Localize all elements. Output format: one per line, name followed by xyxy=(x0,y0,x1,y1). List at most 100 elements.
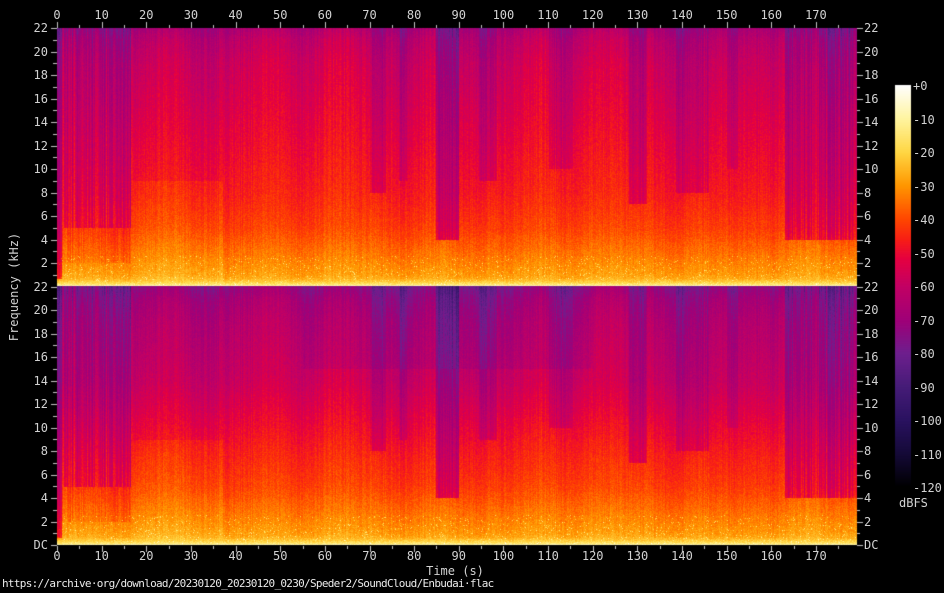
colorbar-tick-label: -40 xyxy=(913,213,935,227)
time-tick-label-top: 140 xyxy=(671,8,693,22)
time-tick-label-bottom: 120 xyxy=(581,549,604,563)
freq-tick-label-left: 16 xyxy=(33,350,48,364)
freq-tick-label-right: 16 xyxy=(864,91,879,106)
freq-tick-label-right: 4 xyxy=(864,491,872,505)
freq-tick-label-left: 4 xyxy=(40,491,48,505)
freq-tick-label-left: 14 xyxy=(33,115,48,129)
freq-tick-label-right: 16 xyxy=(864,350,879,364)
time-tick-label-top: 40 xyxy=(228,8,243,22)
time-tick-label-top: 150 xyxy=(715,8,738,22)
freq-tick-label-left: 16 xyxy=(33,91,48,106)
time-tick-label-top: 60 xyxy=(317,8,333,22)
time-tick-label-top: 80 xyxy=(406,8,422,22)
colorbar-tick-label: -70 xyxy=(913,313,935,328)
freq-tick-label-right: 12 xyxy=(864,397,879,411)
freq-tick-label-left: 10 xyxy=(33,420,48,435)
colorbar-tick-label: -50 xyxy=(913,246,935,261)
freq-tick-label-right: 18 xyxy=(864,68,879,82)
time-tick-label-bottom: 20 xyxy=(139,549,154,563)
freq-tick-label-right: 22 xyxy=(864,21,879,35)
time-tick-label-bottom: 140 xyxy=(671,549,693,563)
freq-tick-label-right: 8 xyxy=(864,444,872,458)
freq-tick-label-left: 8 xyxy=(40,185,48,200)
freq-tick-label-right: 6 xyxy=(864,467,872,482)
time-tick-label-top: 160 xyxy=(760,8,783,22)
footer-url: https://archive·org/download/20230120_20… xyxy=(2,577,494,590)
time-tick-label-bottom: 130 xyxy=(626,549,649,563)
freq-tick-label-right: 14 xyxy=(864,373,879,388)
freq-tick-label-left: 22 xyxy=(33,279,48,294)
time-tick-label-bottom: 80 xyxy=(406,549,422,563)
freq-tick-label-left: 10 xyxy=(33,162,48,176)
colorbar-tick-label: -20 xyxy=(913,146,935,160)
colorbar-tick-label: -80 xyxy=(913,347,935,361)
time-tick-label-bottom: 100 xyxy=(492,549,515,563)
time-tick-label-bottom: 50 xyxy=(272,549,288,563)
colorbar-tick-label: -100 xyxy=(913,414,942,428)
freq-tick-label-left: 8 xyxy=(40,444,48,458)
freq-tick-label-right: 8 xyxy=(864,185,872,200)
freq-tick-label-right: 2 xyxy=(864,514,872,529)
freq-tick-label-right: 10 xyxy=(864,420,879,435)
freq-tick-label-right: 10 xyxy=(864,162,879,176)
freq-tick-label-left: 20 xyxy=(33,303,48,317)
freq-tick-label-left: 20 xyxy=(33,44,48,59)
y-axis-title: Frequency (kHz) xyxy=(7,232,21,342)
freq-dc-label-left: DC xyxy=(33,538,48,552)
time-tick-label-top: 30 xyxy=(183,8,199,22)
freq-tick-label-right: 18 xyxy=(864,326,879,341)
x-axis-title: Time (s) xyxy=(426,564,484,578)
colorbar-tick-label: -110 xyxy=(913,447,942,462)
time-tick-label-bottom: 30 xyxy=(183,549,199,563)
freq-tick-label-left: 2 xyxy=(40,256,48,270)
freq-tick-label-left: 22 xyxy=(33,21,48,35)
time-tick-label-top: 0 xyxy=(53,8,61,22)
time-tick-label-bottom: 0 xyxy=(53,549,61,563)
freq-tick-label-left: 12 xyxy=(33,397,48,411)
freq-tick-label-left: 4 xyxy=(40,232,48,247)
freq-tick-label-left: 2 xyxy=(40,514,48,529)
time-tick-label-top: 10 xyxy=(94,8,109,22)
time-tick-label-bottom: 90 xyxy=(451,549,467,563)
time-tick-label-top: 130 xyxy=(626,8,649,22)
freq-tick-label-right: 20 xyxy=(864,303,879,317)
time-tick-label-bottom: 110 xyxy=(537,549,559,563)
freq-tick-label-left: 18 xyxy=(33,326,48,341)
time-tick-label-bottom: 40 xyxy=(228,549,243,563)
time-tick-label-bottom: 150 xyxy=(715,549,738,563)
time-tick-label-top: 170 xyxy=(805,8,827,22)
freq-tick-label-right: 6 xyxy=(864,209,872,223)
time-tick-label-top: 110 xyxy=(537,8,559,22)
colorbar-tick-label: -60 xyxy=(913,280,935,294)
colorbar-tick-label: -10 xyxy=(913,112,935,127)
freq-tick-label-left: 14 xyxy=(33,373,48,388)
time-tick-label-top: 70 xyxy=(362,8,377,22)
freq-tick-label-right: 14 xyxy=(864,115,879,129)
freq-tick-label-right: 12 xyxy=(864,138,879,153)
freq-tick-label-left: 12 xyxy=(33,138,48,153)
freq-tick-label-left: 6 xyxy=(40,467,48,482)
time-tick-label-bottom: 70 xyxy=(362,549,377,563)
time-tick-label-top: 50 xyxy=(272,8,288,22)
time-tick-label-bottom: 160 xyxy=(760,549,783,563)
time-tick-label-top: 20 xyxy=(139,8,154,22)
colorbar-tick-label: -90 xyxy=(913,380,935,395)
freq-tick-label-right: 22 xyxy=(864,279,879,294)
time-tick-label-bottom: 10 xyxy=(94,549,109,563)
freq-tick-label-right: 20 xyxy=(864,44,879,59)
time-tick-label-top: 100 xyxy=(492,8,515,22)
time-tick-label-bottom: 60 xyxy=(317,549,333,563)
colorbar-unit-label: dBFS xyxy=(899,496,928,510)
time-tick-label-top: 90 xyxy=(451,8,467,22)
freq-tick-label-right: 2 xyxy=(864,256,872,270)
freq-dc-label-right: DC xyxy=(864,538,879,552)
colorbar-tick-label: -120 xyxy=(913,481,942,495)
time-tick-label-top: 120 xyxy=(581,8,604,22)
freq-tick-label-left: 6 xyxy=(40,209,48,223)
colorbar-tick-label: +0 xyxy=(913,79,928,93)
time-tick-label-bottom: 170 xyxy=(805,549,827,563)
colorbar-tick-label: -30 xyxy=(913,179,935,194)
freq-tick-label-right: 4 xyxy=(864,232,872,247)
